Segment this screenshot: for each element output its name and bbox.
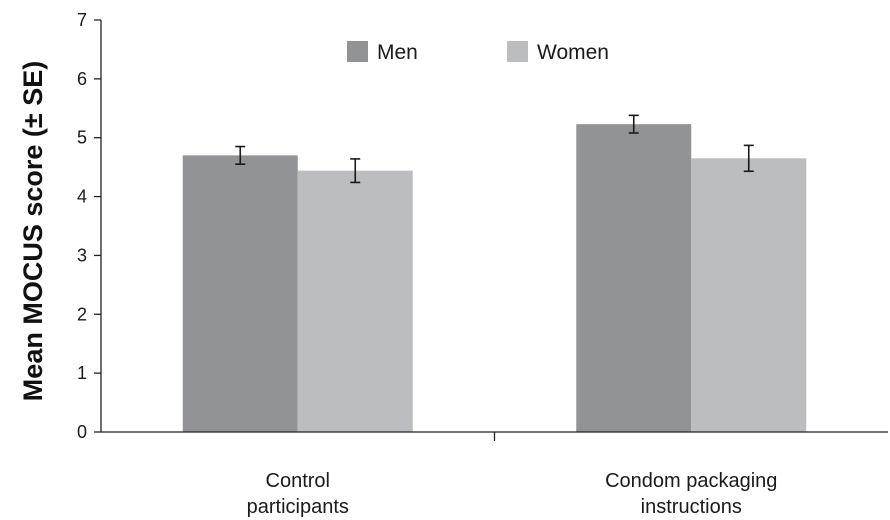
- category-label: participants: [247, 496, 349, 518]
- error-bar: [350, 158, 361, 184]
- bars: [182, 124, 807, 433]
- bar-women: [297, 170, 413, 432]
- legend: Men Women: [347, 41, 609, 64]
- legend-label: Women: [537, 41, 609, 64]
- y-tick-label: 1: [77, 363, 87, 383]
- y-axis-label: Mean MOCUS score (± SE): [18, 61, 48, 401]
- y-tick-label: 4: [77, 187, 87, 207]
- y-tick-label: 2: [77, 304, 87, 324]
- x-axis-labels: Control participants Condom packaging instr…: [247, 470, 778, 518]
- category-label: Condom packaging: [605, 470, 777, 492]
- error-bar: [628, 114, 639, 134]
- category-label: instructions: [641, 496, 742, 518]
- category-label: Control: [266, 470, 330, 492]
- bar-women: [691, 158, 807, 433]
- y-tick-label: 3: [77, 245, 87, 265]
- y-tick-label: 0: [77, 422, 87, 442]
- y-tick-label: 7: [77, 10, 87, 30]
- error-bar: [743, 144, 754, 173]
- legend-swatch: [347, 41, 368, 62]
- y-tick-label: 5: [77, 128, 87, 148]
- error-bar: [235, 145, 246, 165]
- bar-men: [182, 155, 298, 432]
- axes: [100, 20, 888, 441]
- bar-men: [576, 124, 692, 433]
- y-tick-label: 6: [77, 69, 87, 89]
- legend-swatch: [507, 41, 528, 62]
- y-axis-ticks: 0 1 2 3 4 5 6 7: [77, 10, 101, 442]
- legend-label: Men: [377, 41, 418, 64]
- error-bars: [235, 114, 754, 184]
